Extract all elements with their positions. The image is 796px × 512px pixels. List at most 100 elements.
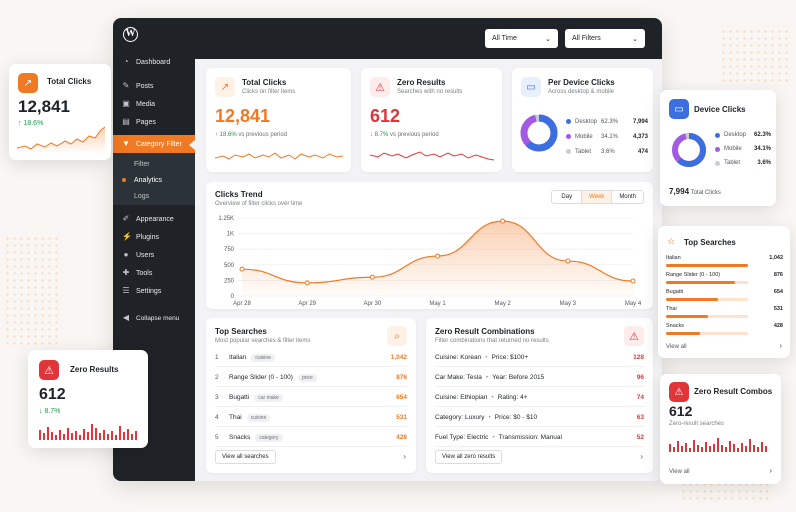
data-point[interactable] — [630, 278, 636, 284]
warning-icon: ⚠ — [669, 382, 689, 402]
data-point[interactable] — [500, 218, 506, 224]
sidebar-item-plugins[interactable]: ⚡ Plugins — [113, 229, 195, 245]
device-count: 474 — [637, 148, 648, 155]
list-item[interactable]: Bugatti 654 — [666, 289, 783, 306]
chevron-right-icon[interactable]: › — [769, 466, 772, 475]
sidebar-item-tools[interactable]: ✚ Tools — [113, 265, 195, 281]
table-row[interactable]: 1 Italian cuisine 1,042 — [215, 349, 407, 367]
card-title: Total Clicks — [47, 77, 92, 86]
card-subtitle: Across desktop & mobile — [548, 89, 615, 95]
table-row[interactable]: 4 Thai cuisine 531 — [215, 409, 407, 427]
card-title: Zero Result Combos — [694, 387, 773, 396]
period-tabs: Day Week Month — [551, 190, 644, 204]
combo-count: 63 — [636, 414, 644, 421]
data-point[interactable] — [304, 280, 310, 286]
users-icon: ● — [123, 250, 129, 259]
view-all-link[interactable]: View all — [666, 344, 687, 350]
legend-row: Desktop 62.3% 7,994 — [566, 114, 648, 129]
progress-track — [666, 264, 748, 267]
sidebar-item-media[interactable]: ▣ Media — [113, 96, 195, 112]
top-searches-card: Top Searches Most popular searches & fil… — [206, 318, 416, 473]
total-clicks-card: ↗ Total Clicks Clicks on filter items 12… — [206, 68, 351, 172]
submenu-filter[interactable]: Filter — [113, 156, 195, 172]
combo-filter-a: Category: Luxury — [435, 414, 485, 421]
table-row[interactable]: Fuel Type: Electric • Transmission: Manual… — [435, 429, 644, 447]
sidebar-item-appearance[interactable]: ✐ Appearance — [113, 211, 195, 227]
progress-fill — [666, 332, 700, 335]
sidebar-item-dashboard[interactable]: ◔ Dashboard — [113, 54, 195, 70]
tab-day[interactable]: Day — [561, 194, 573, 200]
x-tick-label: Apr 28 — [233, 301, 251, 307]
progress-track — [666, 281, 748, 284]
sidebar-item-settings[interactable]: ☰ Settings — [113, 283, 195, 299]
card-title: Clicks Trend — [215, 190, 263, 199]
combo-filter-b: Price: $100+ — [491, 354, 529, 361]
search-tag: cuisine — [246, 413, 271, 422]
data-point[interactable] — [565, 258, 571, 264]
search-label: Range Slider (0 - 100) — [229, 374, 293, 381]
table-row[interactable]: Category: Luxury • Price: $0 - $10 63 — [435, 409, 644, 427]
search-label: Bugatti — [229, 394, 250, 401]
sidebar-item-pages[interactable]: ▤ Pages — [113, 114, 195, 130]
data-point[interactable] — [435, 253, 440, 259]
search-count: 428 — [773, 323, 783, 329]
filters-value: All Filters — [572, 35, 601, 42]
search-tag: car make — [254, 393, 283, 402]
search-count: 428 — [396, 434, 407, 441]
view-all-link[interactable]: View all — [669, 469, 690, 475]
collapse-menu-button[interactable]: ◀ Collapse menu — [113, 310, 195, 326]
chevron-down-icon: ⌄ — [545, 35, 551, 43]
progress-track — [666, 315, 748, 318]
legend-row: Tablet 3.6% 474 — [566, 144, 648, 159]
total-value: 7,994 — [669, 187, 690, 196]
filters-select[interactable]: All Filters ⌄ — [565, 29, 645, 48]
table-row[interactable]: Cuisine: Korean • Price: $100+ 128 — [435, 349, 644, 367]
table-row[interactable]: Cuisine: Ethiopian • Rating: 4+ 74 — [435, 389, 644, 407]
wordpress-logo-icon[interactable]: W — [123, 27, 138, 42]
combo-filter-a: Car Make: Tesla — [435, 374, 482, 381]
device-pct: 3.6% — [757, 160, 771, 166]
total-clicks-value: 12,841 — [215, 106, 271, 126]
admin-window: W ◔ Dashboard ✎ Posts ▣ Media ▤ Pages ▼ Categ… — [113, 18, 662, 481]
bullet-separator: • — [488, 414, 491, 421]
submenu-logs[interactable]: Logs — [113, 188, 195, 204]
table-row[interactable]: 2 Range Slider (0 - 100) price 876 — [215, 369, 407, 387]
list-item[interactable]: Thai 531 — [666, 306, 783, 323]
tab-month[interactable]: Month — [619, 194, 636, 200]
sidebar-item-posts[interactable]: ✎ Posts — [113, 78, 195, 94]
table-row[interactable]: 5 Snacks category 428 — [215, 429, 407, 447]
list-item[interactable]: Snacks 428 — [666, 323, 783, 340]
progress-fill — [666, 281, 735, 284]
submenu-analytics[interactable]: Analytics — [113, 172, 195, 188]
table-row[interactable]: 3 Bugatti car make 654 — [215, 389, 407, 407]
collapse-icon: ◀ — [122, 313, 130, 322]
list-item[interactable]: Italian 1,042 — [666, 255, 783, 272]
rank: 2 — [215, 374, 219, 381]
background-dots — [4, 235, 59, 345]
device-name: Mobile — [575, 133, 593, 140]
chevron-right-icon[interactable]: › — [403, 452, 406, 461]
device-name: Mobile — [724, 146, 742, 152]
sidebar-item-category-filter[interactable]: ▼ Category Filter — [113, 135, 195, 153]
sidebar-item-label: Settings — [136, 287, 162, 295]
chevron-right-icon[interactable]: › — [640, 452, 643, 461]
table-row[interactable]: Car Make: Tesla • Year: Before 2015 96 — [435, 369, 644, 387]
data-point[interactable] — [239, 266, 245, 272]
search-count: 1,042 — [390, 354, 407, 361]
view-all-zero-results-button[interactable]: View all zero results — [435, 450, 503, 464]
sidebar-item-users[interactable]: ● Users — [113, 247, 195, 263]
card-subtitle: Zero-result searches — [669, 421, 725, 427]
chevron-right-icon[interactable]: › — [779, 341, 782, 350]
tab-week[interactable]: Week — [581, 191, 613, 203]
list-item[interactable]: Range Slider (0 - 100) 876 — [666, 272, 783, 289]
combo-filter-a: Cuisine: Ethiopian — [435, 394, 488, 401]
floating-zero-results-card: ⚠ Zero Results 612 ↓ 8.7% — [28, 350, 148, 448]
rank: 4 — [215, 414, 219, 421]
view-all-searches-button[interactable]: View all searches — [215, 450, 276, 464]
search-count: 1,042 — [769, 255, 783, 261]
floating-zero-combos-card: ⚠ Zero Result Combos 612 Zero-result sea… — [660, 374, 781, 484]
data-point[interactable] — [369, 274, 375, 280]
search-count: 531 — [396, 414, 407, 421]
time-range-select[interactable]: All Time ⌄ — [485, 29, 558, 48]
zero-results-card: ⚠ Zero Results Searches with no results … — [361, 68, 502, 172]
